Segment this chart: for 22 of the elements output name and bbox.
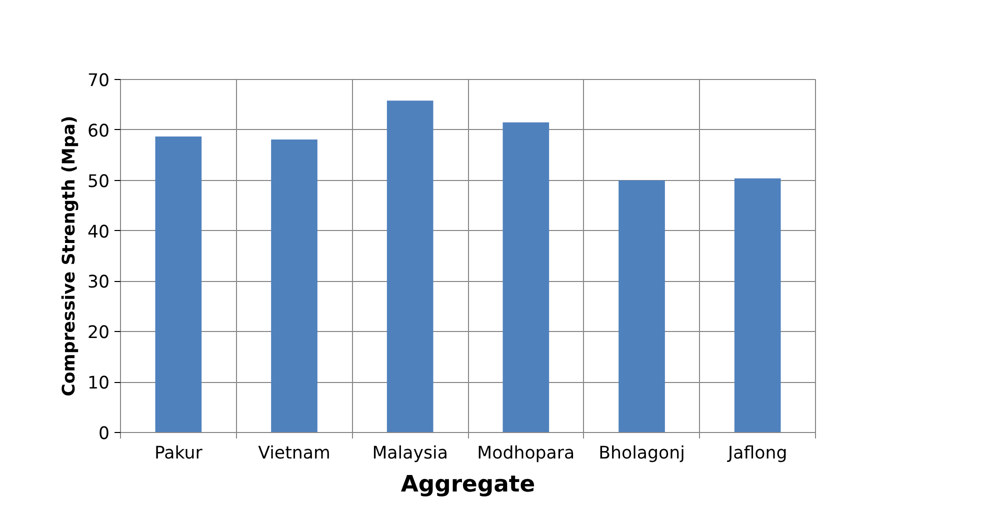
bar (386, 100, 434, 432)
y-tick-label: 20 (87, 323, 110, 344)
y-tick-label: 70 (87, 71, 110, 91)
y-tick-label: 50 (87, 172, 110, 192)
bar (734, 178, 781, 432)
x-tick-label: Vietnam (258, 444, 330, 464)
y-tick-label: 10 (87, 374, 110, 394)
bar (502, 122, 550, 432)
y-tick-label: 30 (87, 272, 110, 293)
y-axis-title: Compressive Strength (Mpa) (59, 116, 80, 396)
x-tick-label: Jaflong (726, 444, 788, 464)
x-tick-label: Malaysia (372, 444, 448, 464)
bar (618, 180, 665, 432)
y-tick-label: 60 (87, 121, 110, 142)
x-tick-label: Pakur (154, 444, 204, 464)
y-tick-label: 40 (87, 222, 110, 242)
x-axis-title: Aggregate (400, 472, 536, 498)
bar (271, 140, 318, 432)
x-tick-label: Bholagonj (598, 444, 685, 464)
bar (155, 136, 202, 432)
y-tick-label: 0 (98, 424, 110, 444)
x-tick-label: Modhopara (477, 444, 575, 464)
